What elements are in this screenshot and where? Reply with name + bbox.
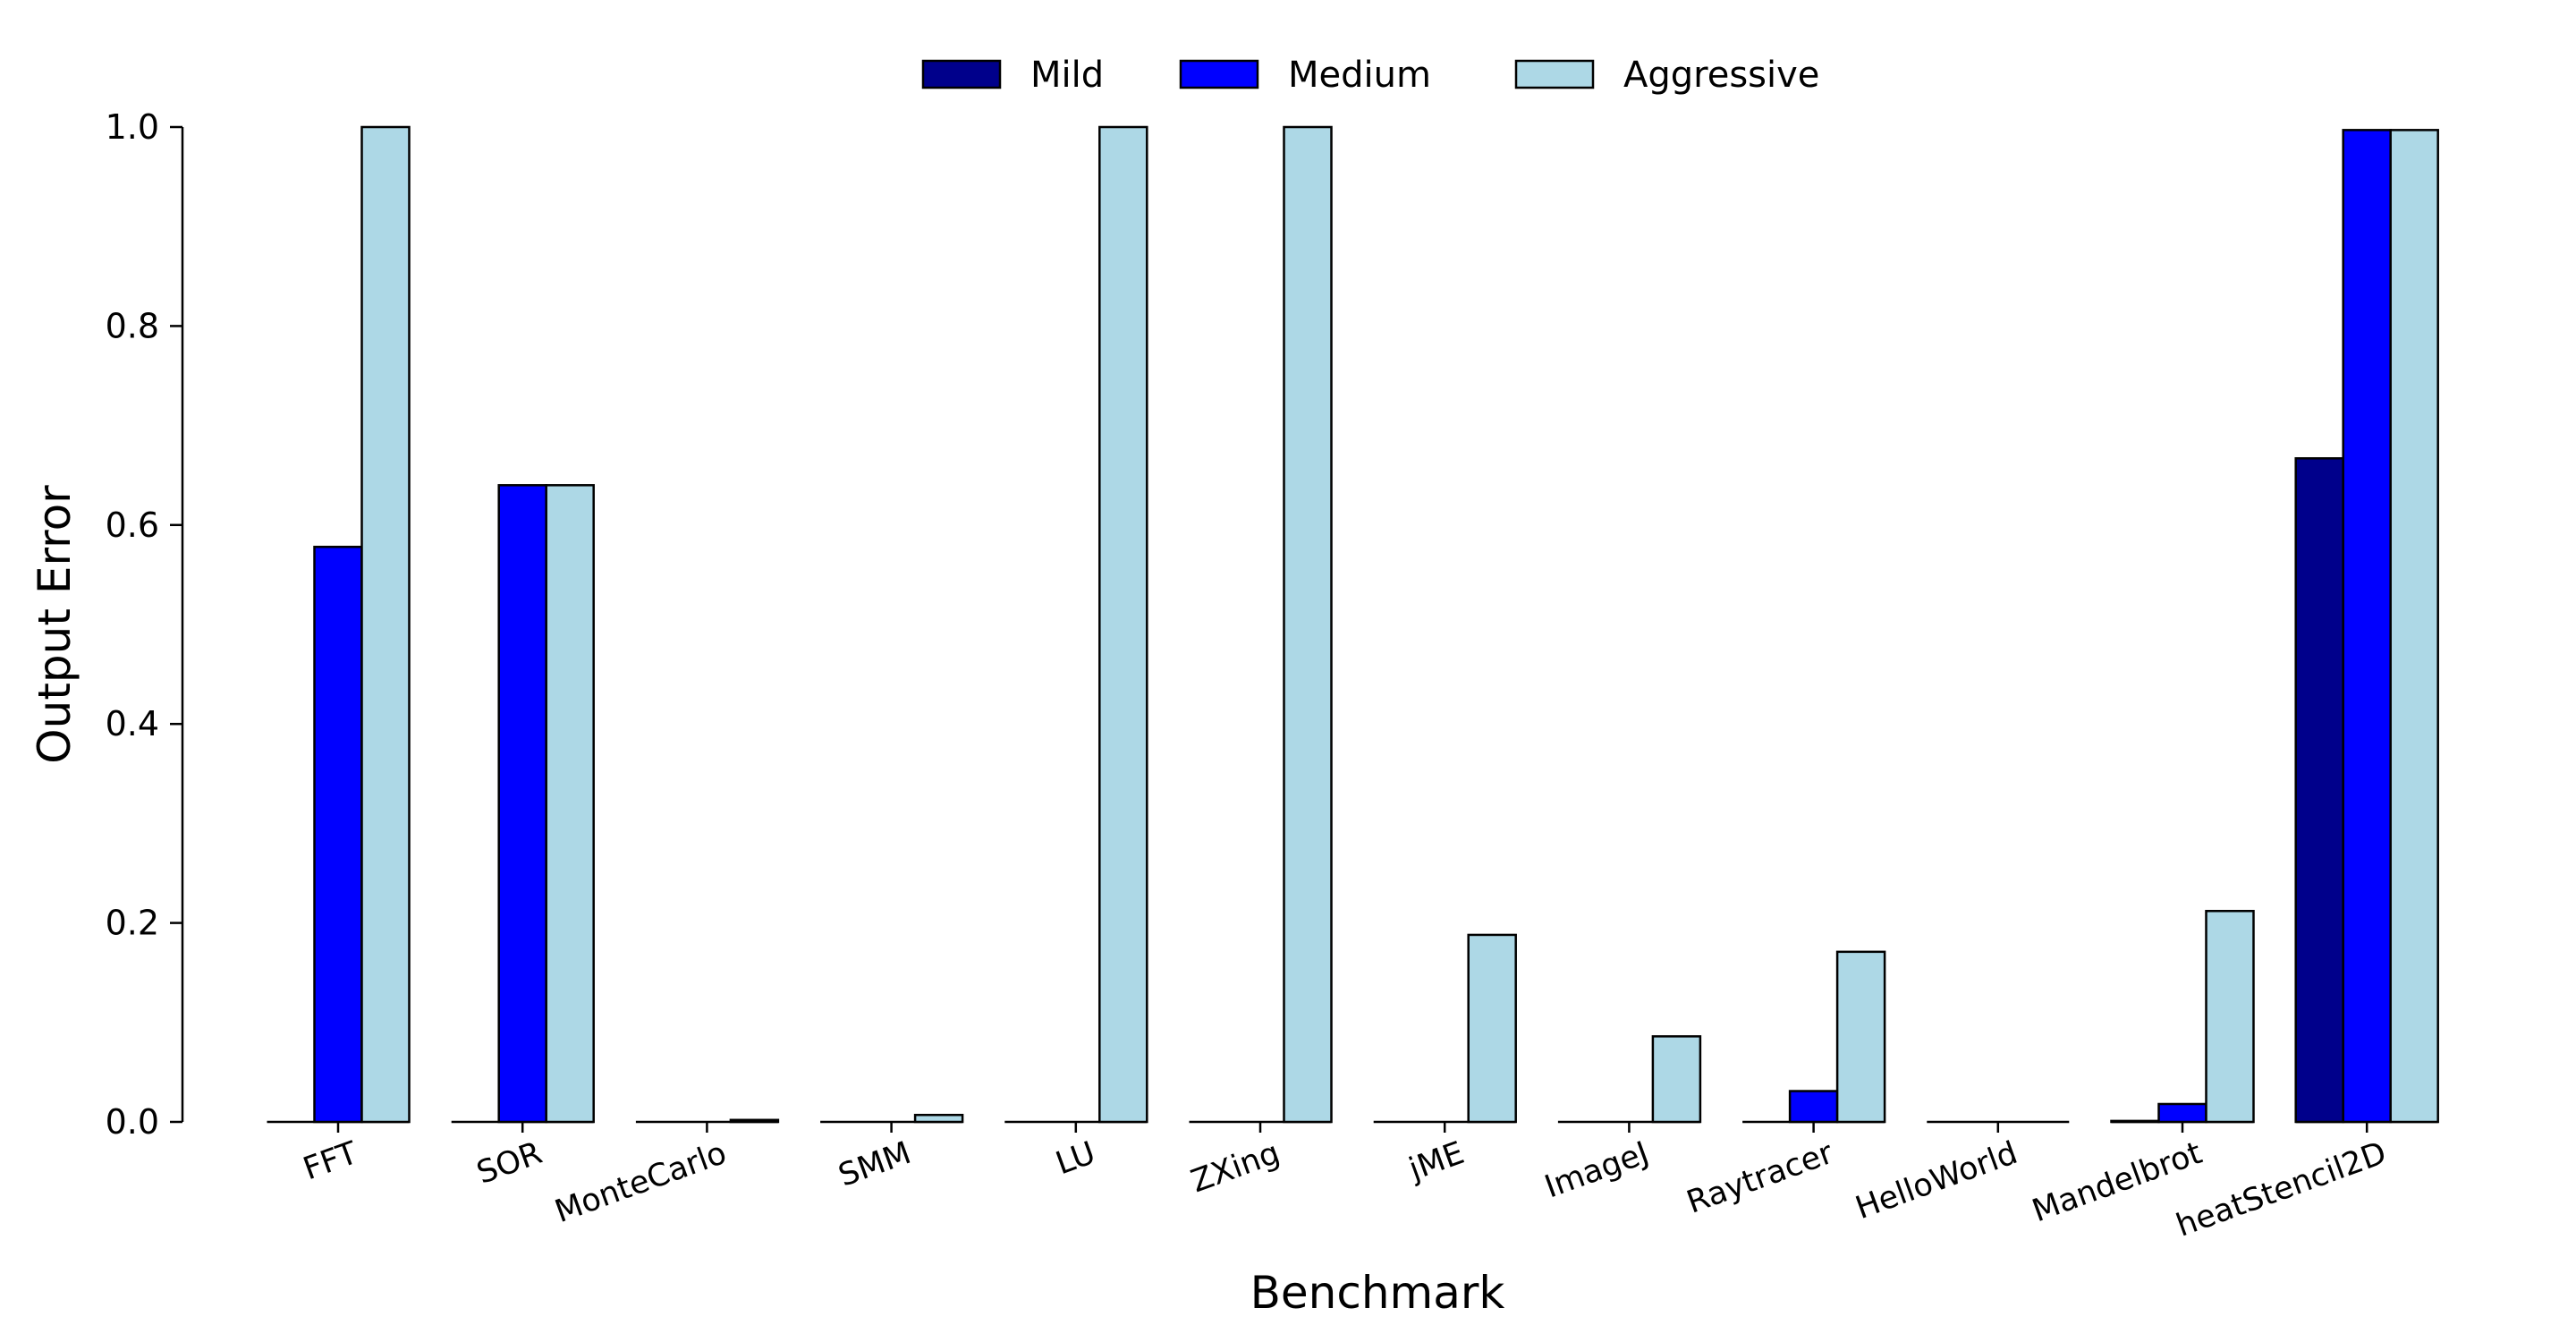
bar-aggressive-fft <box>360 125 411 1124</box>
x-tick-label: ZXing <box>1186 1135 1284 1201</box>
bar-mild-mandelbrot <box>2110 1119 2160 1124</box>
y-tick-label: 0.0 <box>106 1102 159 1142</box>
x-tick-label: heatStencil2D <box>2172 1135 2391 1244</box>
legend-swatch-medium <box>1179 59 1259 89</box>
x-tick-label: HelloWorld <box>1852 1135 2022 1227</box>
y-axis-title: Output Error <box>29 485 80 764</box>
bar-medium-heatstencil2d <box>2342 129 2392 1124</box>
bar-aggressive-lu <box>1098 125 1148 1124</box>
legend-label-aggressive: Aggressive <box>1623 55 1819 96</box>
bar-medium-fft <box>313 546 363 1124</box>
x-tick-label: MonteCarlo <box>550 1135 731 1230</box>
bar-medium-raytracer <box>1788 1090 1839 1124</box>
legend-label-medium: Medium <box>1288 55 1431 96</box>
bar-aggressive-zxing <box>1283 125 1333 1124</box>
legend: Mild Medium Aggressive <box>921 55 1819 96</box>
bar-aggressive-jme <box>1467 933 1517 1124</box>
bars-layer <box>267 125 2439 1124</box>
bar-aggressive-sor <box>545 484 595 1124</box>
bar-aggressive-imagej <box>1651 1035 1702 1124</box>
x-tick-label: FFT <box>299 1135 363 1188</box>
x-tick-label: jME <box>1403 1135 1469 1188</box>
y-tick-label: 0.2 <box>106 904 159 943</box>
bar-aggressive-heatstencil2d <box>2389 129 2439 1124</box>
x-tick-label: SMM <box>834 1135 915 1194</box>
x-tick-label: LU <box>1051 1135 1099 1182</box>
x-ticks: FFT SOR MonteCarlo SMM LU ZXing jME ImageJ Raytr… <box>299 1122 2391 1244</box>
y-tick-label: 0.6 <box>106 505 159 545</box>
bar-aggressive-raytracer <box>1835 950 1886 1124</box>
bar-medium-sor <box>497 484 547 1124</box>
x-tick-label: SOR <box>472 1135 547 1192</box>
y-tick-label: 1.0 <box>106 107 159 147</box>
x-axis-title: Benchmark <box>1250 1267 1505 1319</box>
bar-mild-heatstencil2d <box>2294 457 2344 1124</box>
x-tick-label: Raytracer <box>1682 1135 1838 1221</box>
legend-label-mild: Mild <box>1030 55 1104 96</box>
bar-medium-mandelbrot <box>2157 1102 2207 1124</box>
y-tick-label: 0.4 <box>106 704 159 743</box>
y-ticks: 0.0 0.2 0.4 0.6 0.8 1.0 <box>106 107 182 1142</box>
legend-swatch-aggressive <box>1514 59 1595 89</box>
y-tick-label: 0.8 <box>106 306 159 345</box>
bar-aggressive-smm <box>913 1113 964 1124</box>
bar-aggressive-montecarlo <box>729 1118 780 1124</box>
legend-swatch-mild <box>921 59 1002 89</box>
x-tick-label: ImageJ <box>1540 1135 1653 1206</box>
bar-aggressive-mandelbrot <box>2205 910 2255 1124</box>
